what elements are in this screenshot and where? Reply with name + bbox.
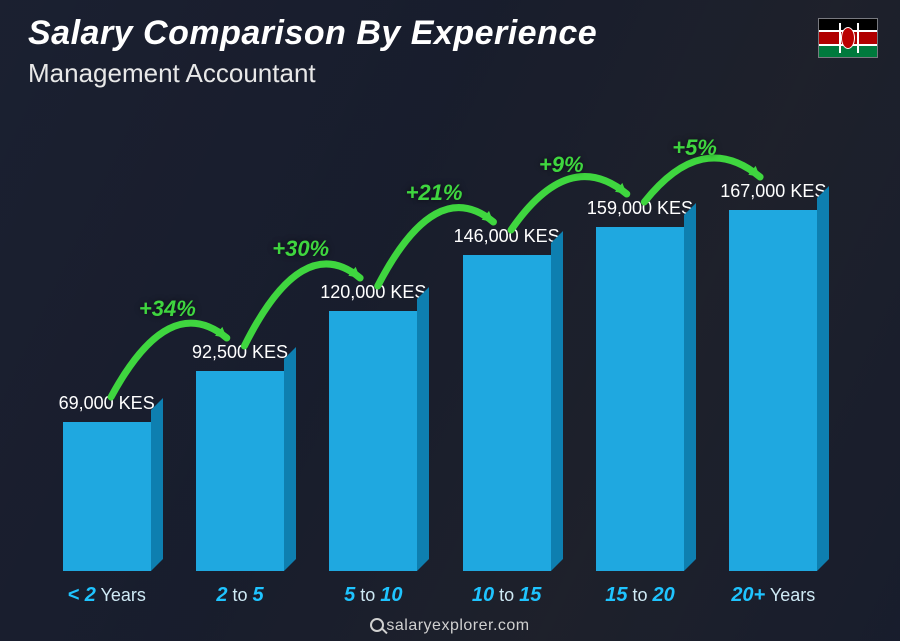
bar-front-face	[463, 255, 551, 571]
increase-percent-label: +9%	[539, 152, 584, 178]
bar-chart: 69,000 KES 92,500 KES 120,000 KES 146,000 K…	[40, 100, 840, 571]
flag-shield-icon	[841, 27, 855, 49]
infographic-stage: Salary Comparison By Experience Manageme…	[0, 0, 900, 641]
page-title: Salary Comparison By Experience	[28, 14, 597, 53]
bar-side-face	[817, 186, 829, 571]
bar-group: 167,000 KES	[707, 100, 840, 571]
x-axis-label: 10 to 15	[440, 584, 573, 607]
x-axis-labels: < 2 Years2 to 55 to 1010 to 1515 to 2020…	[40, 584, 840, 607]
bar-front-face	[729, 210, 817, 571]
bar-front-face	[596, 227, 684, 571]
bar-value-label: 159,000 KES	[587, 198, 693, 219]
x-axis-label: 5 to 10	[307, 584, 440, 607]
bar-value-label: 120,000 KES	[320, 282, 426, 303]
increase-percent-label: +30%	[272, 236, 329, 262]
footer-text: salaryexplorer.com	[386, 617, 529, 634]
bar	[63, 422, 151, 571]
search-icon	[370, 618, 384, 632]
x-axis-label: 20+ Years	[707, 584, 840, 607]
bar-group: 120,000 KES	[307, 100, 440, 571]
increase-percent-label: +21%	[406, 180, 463, 206]
page-subtitle: Management Accountant	[28, 58, 316, 89]
footer-attribution: salaryexplorer.com	[0, 617, 900, 635]
bar-group: 159,000 KES	[573, 100, 706, 571]
kenya-flag-icon	[818, 18, 878, 58]
bar-value-label: 92,500 KES	[192, 342, 288, 363]
bar-value-label: 146,000 KES	[454, 226, 560, 247]
bar-group: 69,000 KES	[40, 100, 173, 571]
x-axis-label: 15 to 20	[573, 584, 706, 607]
bar-side-face	[684, 203, 696, 571]
bar	[196, 371, 284, 571]
bar	[329, 311, 417, 571]
x-axis-label: < 2 Years	[40, 584, 173, 607]
increase-percent-label: +34%	[139, 296, 196, 322]
flag-spear-icon	[857, 23, 859, 53]
increase-percent-label: +5%	[672, 135, 717, 161]
bar	[729, 210, 817, 571]
bar-value-label: 69,000 KES	[59, 393, 155, 414]
bar-side-face	[551, 231, 563, 571]
bar	[596, 227, 684, 571]
bar	[463, 255, 551, 571]
bar-side-face	[151, 398, 163, 571]
bar-value-label: 167,000 KES	[720, 181, 826, 202]
bar-front-face	[329, 311, 417, 571]
bar-front-face	[63, 422, 151, 571]
bar-side-face	[417, 287, 429, 571]
x-axis-label: 2 to 5	[173, 584, 306, 607]
bar-front-face	[196, 371, 284, 571]
bar-group: 92,500 KES	[173, 100, 306, 571]
bar-side-face	[284, 347, 296, 571]
